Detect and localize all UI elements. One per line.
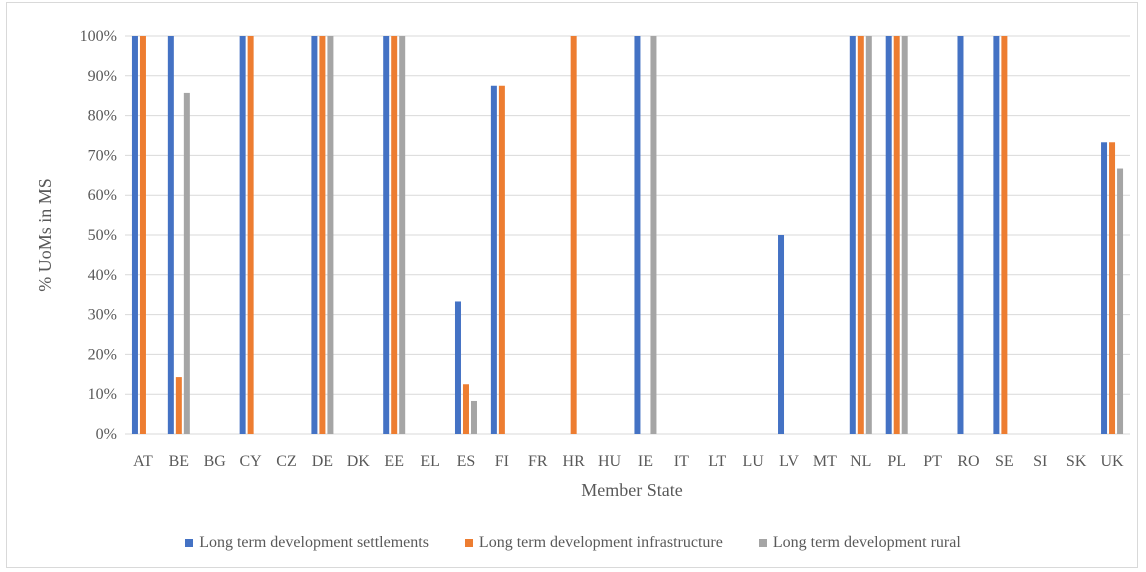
y-tick-label: 30% [88,307,117,324]
legend-swatch [464,539,473,547]
bar [1101,142,1108,434]
x-tick-label: SI [1033,453,1047,470]
y-tick-label: 90% [88,68,117,85]
legend-swatch [758,539,767,547]
x-tick-label: DE [312,453,333,470]
x-tick-label: FI [495,453,509,470]
bar [634,36,641,434]
x-tick-label: LV [779,453,799,470]
y-tick-label: 50% [88,227,117,244]
x-tick-label: RO [957,453,979,470]
y-axis-ticks: 0% 10% 20% 30% 40% 50% 60% 70% 80% 90% 100% [80,28,117,443]
bar [885,36,892,434]
x-tick-label: BE [169,453,189,470]
y-axis-title: % UoMs in MS [35,178,55,292]
x-tick-label: HR [563,453,586,470]
bar [470,400,477,434]
x-tick-label: FR [528,453,548,470]
bar [167,36,174,434]
legend-label: Long term development rural [772,534,961,551]
bar [849,36,856,434]
x-tick-label: ES [457,453,476,470]
bar [175,377,182,434]
x-tick-label: PL [887,453,906,470]
bar [893,36,900,434]
x-tick-label: HU [598,453,622,470]
x-tick-label: LU [742,453,764,470]
x-tick-label: MT [813,453,837,470]
y-tick-label: 40% [88,267,117,284]
y-tick-label: 70% [88,147,117,164]
bar [901,36,908,434]
bar [865,36,872,434]
bar [490,85,497,434]
y-tick-label: 60% [88,187,117,204]
x-axis-ticks: AT BE BG CY CZ DE DK EE EL ES FI FR HR HU IE IT LT LU LV MT… [133,453,1124,470]
bar [327,36,334,434]
legend-item: Long term development settlements [185,534,429,552]
x-tick-label: EE [384,453,404,470]
x-tick-label: SE [995,453,1014,470]
bar [570,36,577,434]
x-tick-label: LT [708,453,726,470]
bar [498,85,505,434]
x-axis-title: Member State [581,480,682,500]
bar [1109,142,1116,434]
legend-item: Long term development rural [758,534,961,552]
x-tick-label: IE [638,453,653,470]
x-tick-label: SK [1066,453,1087,470]
bar [857,36,864,434]
legend-item: Long term development infrastructure [464,534,723,552]
legend: Long term development settlements Long te… [0,534,1146,552]
y-tick-label: 20% [88,346,117,363]
x-tick-label: DK [347,453,371,470]
legend-label: Long term development settlements [199,534,429,551]
x-tick-label: PT [923,453,942,470]
bar [131,36,138,434]
bar [247,36,254,434]
x-tick-label: BG [204,453,227,470]
bar [239,36,246,434]
x-tick-label: EL [420,453,440,470]
bar [311,36,318,434]
y-tick-label: 10% [88,386,117,403]
bar [383,36,390,434]
x-tick-label: UK [1100,453,1124,470]
x-tick-label: NL [850,453,871,470]
bar [650,36,657,434]
bar [462,384,469,434]
bar [319,36,326,434]
x-tick-label: CY [240,453,263,470]
y-tick-label: 100% [80,28,117,45]
gridlines [125,35,1130,435]
bars [131,36,1124,434]
bar [957,36,964,434]
x-tick-label: AT [133,453,153,470]
bar [993,36,1000,434]
bar [1001,36,1008,434]
legend-swatch [185,539,194,547]
bar [778,235,785,434]
y-tick-label: 0% [96,426,117,443]
bar [139,36,146,434]
x-tick-label: CZ [276,453,296,470]
bar [391,36,398,434]
y-tick-label: 80% [88,108,117,125]
bar [183,92,190,434]
bar [454,301,461,434]
x-tick-label: IT [674,453,689,470]
bar [399,36,406,434]
bar [1117,168,1124,434]
legend-label: Long term development infrastructure [478,534,723,551]
